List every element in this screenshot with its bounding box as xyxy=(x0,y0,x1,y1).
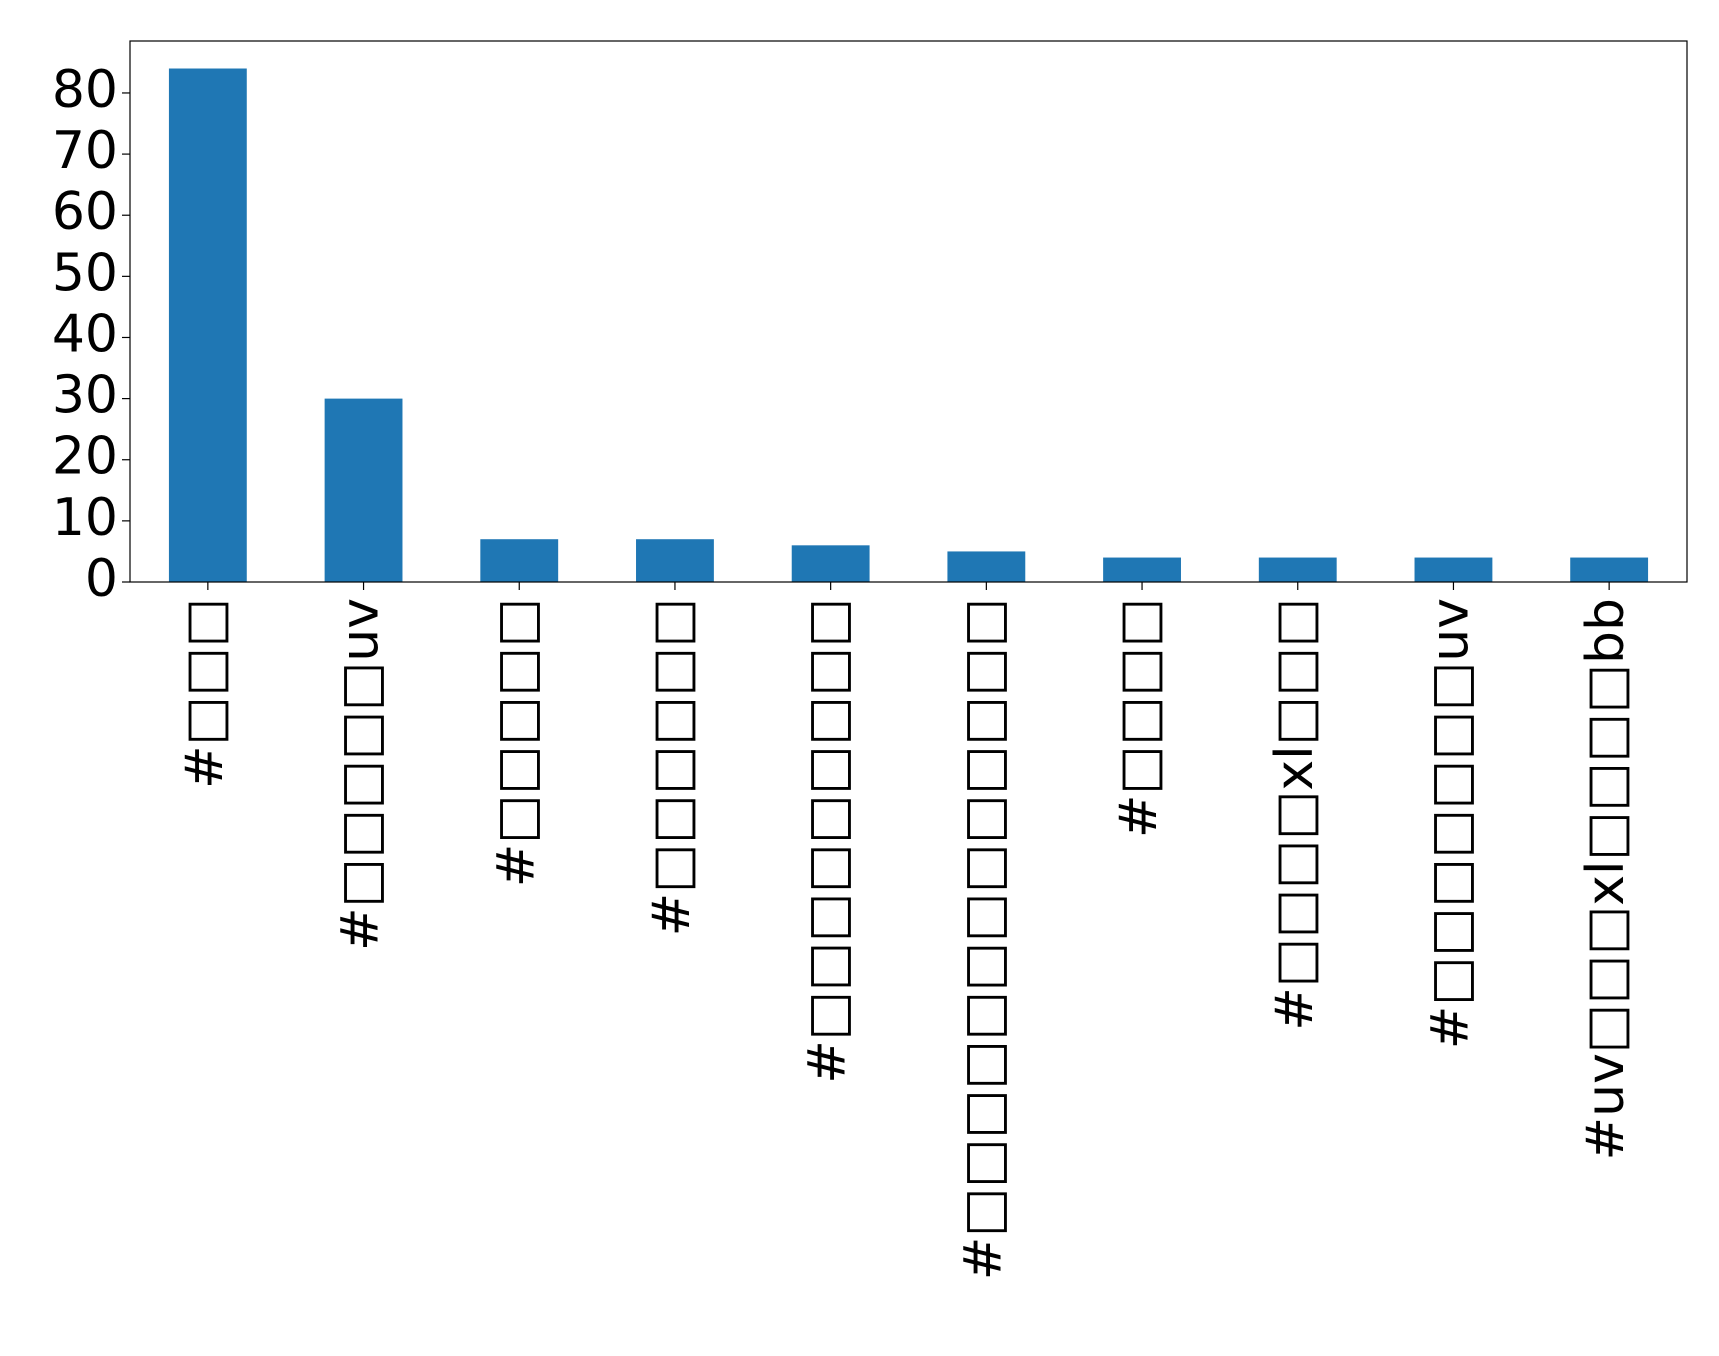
x-tick-label: #□□□□xl□□□ xyxy=(1265,598,1325,1031)
bar xyxy=(636,539,714,582)
y-tick-label: 40 xyxy=(52,304,118,364)
bar xyxy=(1570,557,1649,582)
y-tick-label: 80 xyxy=(52,60,118,120)
x-tick-label: #□□□□□□□□□□□□□ xyxy=(953,598,1013,1280)
y-tick-label: 0 xyxy=(85,549,118,609)
bar xyxy=(1414,557,1493,582)
x-tick-label: #□□□□□□ xyxy=(642,598,702,936)
plot-frame xyxy=(129,40,1688,583)
bar xyxy=(168,68,247,582)
x-tick-label: #□□□□□ xyxy=(486,598,546,887)
bar xyxy=(324,398,403,582)
x-tick-label: #□□□□□uv xyxy=(331,598,391,951)
y-tick-label: 30 xyxy=(52,366,118,426)
x-tick-label: #□□□□□□□□□ xyxy=(798,598,858,1084)
bar xyxy=(1258,557,1337,582)
y-tick-label: 20 xyxy=(52,427,118,487)
x-tick-label: #□□□ xyxy=(175,598,235,789)
x-tick-label: #□□□□□□□uv xyxy=(1420,598,1480,1049)
bar xyxy=(1103,557,1181,582)
bar xyxy=(791,545,870,582)
y-tick-label: 70 xyxy=(52,121,118,181)
bar xyxy=(947,551,1026,582)
bar xyxy=(480,539,559,582)
x-tick-label: #uv□□□xl□□□□bb xyxy=(1576,598,1636,1160)
y-tick-label: 60 xyxy=(52,182,118,242)
y-tick-label: 10 xyxy=(52,488,118,548)
x-tick-label: #□□□□ xyxy=(1109,598,1169,838)
y-tick-label: 50 xyxy=(52,243,118,303)
